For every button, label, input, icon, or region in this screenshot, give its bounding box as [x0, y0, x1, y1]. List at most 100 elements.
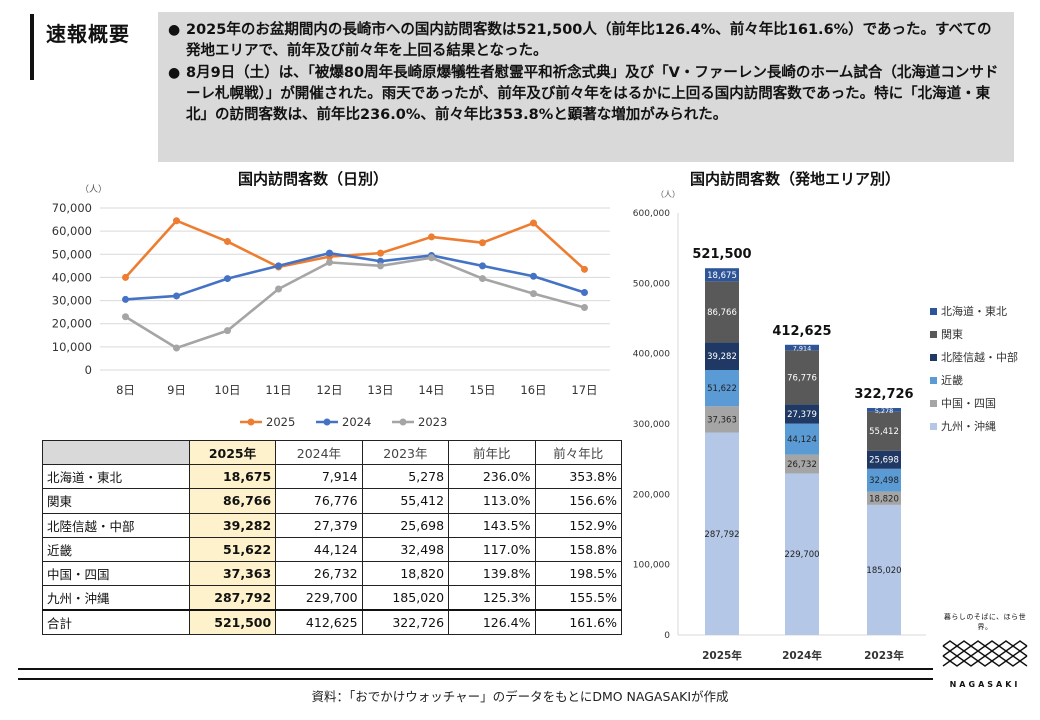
data-point-2024 [275, 262, 282, 270]
legend-label: 関東 [941, 328, 963, 341]
footer-rule [18, 668, 933, 670]
series-line-2023 [124, 256, 585, 350]
data-label: 32,498 [869, 476, 899, 486]
y-tick-label: 50,000 [52, 247, 92, 261]
bar-segment [785, 473, 819, 635]
y-tick-label: 200,000 [633, 490, 670, 500]
bar-segment [785, 423, 819, 455]
bar-segment [705, 406, 739, 433]
visitor-table: 2025年 2024年 2023年 前年比 前々年比 北海道・東北 18,675 7… [42, 439, 622, 635]
table-value-cell: 26,732 [275, 560, 363, 587]
data-point-2023 [530, 290, 537, 298]
table-value-cell: 7,914 [275, 464, 363, 490]
table-value-cell: 156.6% [534, 488, 622, 514]
x-tick-label: 15日 [469, 383, 495, 397]
data-point-2023 [377, 262, 384, 270]
y-axis-unit-label: （人） [656, 190, 680, 199]
data-label: 287,792 [704, 530, 739, 540]
legend-swatch [930, 354, 937, 361]
data-point-2023 [326, 258, 333, 266]
data-label: 39,282 [707, 352, 737, 362]
data-point-2025 [530, 219, 537, 227]
table-row: 北陸信越・中部 39,282 27,379 25,698 143.5% 152.9% [42, 512, 622, 538]
y-tick-label: 20,000 [52, 317, 92, 331]
data-label: 55,412 [869, 427, 899, 437]
table-header-row: 2025年 2024年 2023年 前年比 前々年比 [42, 439, 622, 466]
data-label: 7,914 [793, 345, 812, 353]
table-value-cell: 236.0% [448, 464, 536, 490]
y-tick-label: 600,000 [633, 209, 670, 219]
data-point-2024 [122, 295, 129, 303]
table-value-cell: 18,820 [361, 560, 450, 587]
y-tick-label: 0 [85, 363, 92, 377]
table-value-cell: 322,726 [361, 608, 450, 635]
legend-label: 近畿 [941, 373, 963, 387]
data-label: 27,379 [787, 410, 817, 420]
table-value-cell: 117.0% [448, 536, 536, 562]
y-tick-label: 500,000 [633, 279, 670, 289]
legend-label: 北陸信越・中部 [941, 350, 1018, 364]
summary-bullet: ● 2025年のお盆期間内の長崎市への国内訪問客数は521,500人（前年比12… [168, 20, 1000, 62]
table-header-cell: 2025年 [188, 439, 277, 466]
data-label: 26,732 [787, 460, 817, 470]
legend-swatch [930, 308, 937, 315]
data-point-2023 [173, 344, 180, 352]
legend-swatch [930, 331, 937, 338]
total-label: 322,726 [854, 387, 913, 402]
table-value-cell: 126.4% [448, 608, 536, 635]
logo-pattern-icon [942, 640, 1028, 667]
table-value-cell: 161.6% [534, 608, 622, 635]
table-value-cell: 86,766 [188, 488, 277, 514]
legend-label: 北海道・東北 [941, 304, 1007, 318]
x-tick-label: 10日 [214, 383, 240, 397]
y-tick-label: 400,000 [633, 350, 670, 360]
table-value-cell: 412,625 [275, 608, 363, 635]
table-value-cell: 76,776 [275, 488, 363, 514]
summary-bullet-text: 2025年のお盆期間内の長崎市への国内訪問客数は521,500人（前年比126.… [186, 22, 992, 59]
total-label: 521,500 [692, 247, 751, 262]
bar-segment [867, 504, 901, 635]
table-row: 中国・四国 37,363 26,732 18,820 139.8% 198.5% [42, 560, 622, 587]
bar-segment [867, 491, 901, 505]
table-value-cell: 5,278 [361, 464, 450, 490]
x-tick-label: 17日 [571, 383, 597, 397]
bar-segment [867, 408, 901, 412]
summary-bullet-text: 8月9日（土）は、「被爆80周年長崎原爆犠牲者慰霊平和祈念式典」及び「V・ファー… [186, 65, 999, 123]
table-area-cell: 九州・沖縄 [42, 585, 190, 611]
table-value-cell: 39,282 [188, 512, 277, 538]
table-area-cell: 中国・四国 [42, 560, 190, 587]
logo-tagline: 暮らしのそばに、ほら世界。 [943, 613, 1027, 631]
table-value-cell: 32,498 [361, 536, 450, 562]
data-point-2023 [275, 285, 282, 293]
table-row: 北海道・東北 18,675 7,914 5,278 236.0% 353.8% [42, 464, 622, 490]
data-label: 51,622 [707, 384, 737, 394]
footer-rule [18, 678, 933, 680]
table-value-cell: 27,379 [275, 512, 363, 538]
y-tick-label: 40,000 [52, 270, 92, 284]
table-value-cell: 198.5% [534, 560, 622, 587]
legend-label: 2024 [342, 415, 371, 429]
x-tick-label: 11日 [265, 383, 291, 397]
data-point-2024 [224, 275, 231, 283]
bar-segment [785, 404, 819, 424]
legend-swatch [930, 400, 937, 407]
data-label: 25,698 [869, 456, 899, 466]
bar-segment [785, 454, 819, 474]
data-point-2025 [377, 249, 384, 257]
x-tick-label: 16日 [520, 383, 546, 397]
table-area-cell: 合計 [42, 608, 190, 635]
table-header-cell [42, 439, 190, 466]
table-value-cell: 229,700 [275, 585, 363, 611]
table-total-row: 合計 521,500 412,625 322,726 126.4% 161.6% [42, 608, 622, 635]
x-tick-label: 14日 [418, 383, 444, 397]
data-point-2025 [122, 273, 129, 281]
table-value-cell: 113.0% [448, 488, 536, 514]
data-label: 18,820 [869, 494, 899, 504]
nagasaki-logo: 暮らしのそばに、ほら世界。 NAGASAKI [940, 612, 1030, 689]
legend-label: 2025 [266, 415, 295, 429]
x-tick-label: 8日 [116, 383, 135, 397]
logo-name: NAGASAKI [949, 680, 1021, 689]
data-label: 5,278 [875, 407, 894, 415]
table-value-cell: 353.8% [534, 464, 622, 490]
bar-segment [867, 450, 901, 469]
